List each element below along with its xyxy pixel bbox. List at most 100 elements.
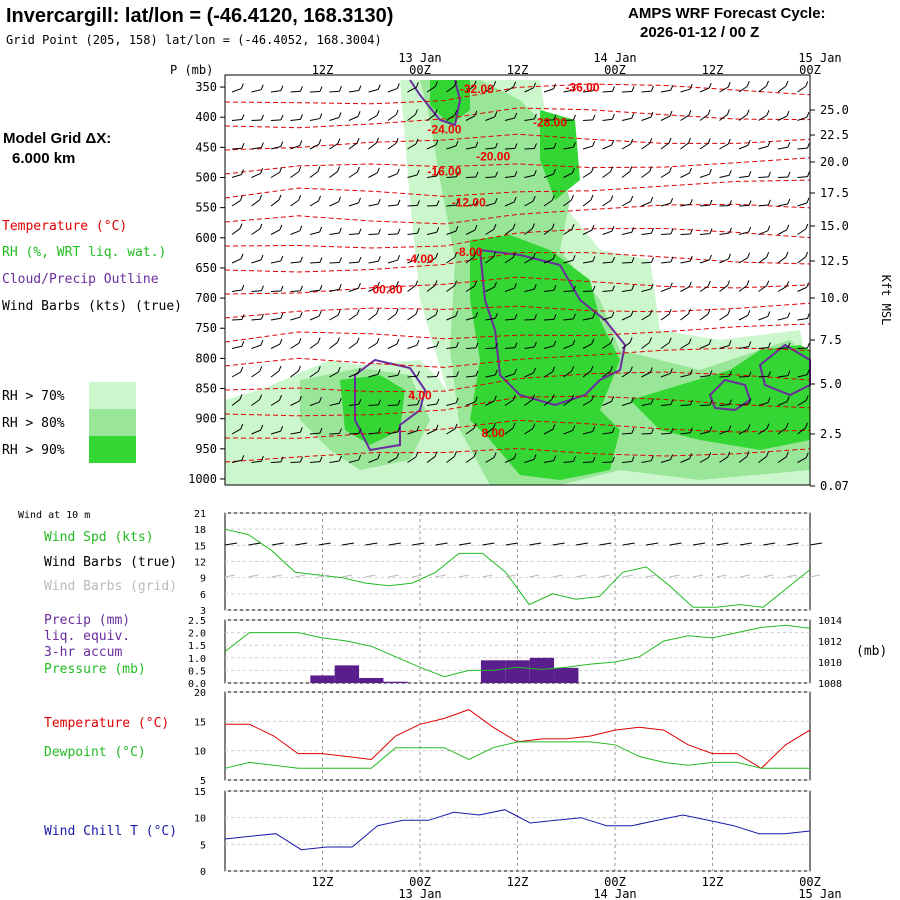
- wind-barb: [407, 258, 417, 264]
- wind-barb-flag: [377, 453, 381, 459]
- wind-barb: [621, 117, 632, 121]
- wind-barb-flag: [787, 198, 791, 205]
- wind-barb: [660, 342, 670, 349]
- wind-barb-flag: [358, 85, 362, 91]
- wind-barb: [738, 456, 748, 463]
- wind-barb-flag: [768, 371, 771, 377]
- wind-barb-flag: [629, 366, 633, 372]
- wind-barb: [485, 427, 494, 435]
- top-date-label: 14 Jan: [593, 51, 636, 65]
- wind-barb-flag: [279, 395, 282, 401]
- wind-barb: [251, 399, 260, 406]
- wind-barb-flag: [532, 195, 536, 202]
- wind-barb-flag: [338, 196, 342, 202]
- wind-barb-flag: [533, 113, 537, 120]
- wind-barb-flag: [241, 114, 245, 120]
- wind-barb-flag: [709, 228, 713, 234]
- wind-barb-flag: [532, 252, 536, 259]
- temperature-contour: [224, 323, 811, 343]
- wind-barb: [348, 90, 359, 93]
- wind-barb: [738, 346, 749, 349]
- wind-barb: [368, 89, 379, 93]
- wind-barb-flag: [377, 256, 381, 262]
- wind-barb: [660, 202, 671, 207]
- wind-barb: [758, 285, 767, 292]
- wind-barb: [465, 176, 477, 178]
- wind-barb-flag: [298, 166, 302, 172]
- wind-barb: [426, 257, 436, 264]
- wind-barb-flag: [494, 111, 498, 118]
- wind-barb-flag: [707, 138, 711, 144]
- wind-barb: [543, 147, 555, 150]
- wind-speed-panel: 3 6 9 12 15 18 21: [194, 509, 823, 617]
- panel-y-tick: 10: [194, 814, 206, 825]
- wind-barb: [699, 313, 709, 321]
- wind-barb: [543, 258, 554, 264]
- wind-barb-flag: [318, 195, 322, 202]
- temperature-contour: [224, 419, 811, 439]
- wind-barb-flag: [240, 423, 244, 430]
- wind-barb-flag: [767, 311, 771, 317]
- wind-barb-flag: [631, 397, 635, 403]
- wind-barb: [680, 404, 691, 406]
- wind-barb-flag: [787, 171, 791, 178]
- wind-barb-flag: [551, 394, 555, 400]
- wind-barb-flag: [494, 198, 498, 204]
- kft-tick-label: 2.5: [820, 427, 842, 441]
- wind-barb-flag: [337, 366, 341, 373]
- panel-y-tick: 3: [200, 606, 206, 617]
- wind-barb-flag: [495, 342, 498, 349]
- wind-barb: [602, 171, 611, 178]
- wind-barb: [738, 144, 749, 150]
- wind-barb: [231, 459, 242, 463]
- wind-barb: [426, 403, 437, 406]
- wind-barb: [680, 313, 689, 321]
- wind-barb-flag: [436, 341, 440, 347]
- wind-barb: [641, 201, 651, 207]
- wind-barb: [329, 116, 340, 121]
- wind-barb: [797, 256, 806, 264]
- panel-y-tick: 0: [200, 867, 206, 878]
- wind-barb: [719, 314, 729, 321]
- wind-barb: [270, 260, 281, 264]
- wind-barb-flag: [493, 395, 497, 401]
- bottom-time-label: 00Z: [604, 875, 626, 889]
- wind-barb: [563, 429, 574, 435]
- wind-barb: [465, 256, 475, 264]
- cloud-outline: [354, 358, 427, 452]
- wind-barb-flag: [553, 83, 556, 90]
- wind-barb-flag: [572, 425, 576, 431]
- wind-barb: [777, 456, 787, 463]
- wind-barb: [621, 432, 633, 435]
- wind-barb: [309, 261, 321, 264]
- wind-barb-flag: [454, 423, 458, 430]
- wind-barb-flag: [436, 170, 440, 177]
- bottom-date-label: 14 Jan: [593, 887, 636, 900]
- wind-barb-flag: [358, 428, 362, 434]
- cross-section-frame: [224, 74, 811, 486]
- wind-barb: [231, 228, 241, 235]
- wind-barb-flag: [319, 226, 323, 233]
- wind-barb: [231, 147, 243, 150]
- temperature-contour: [224, 203, 811, 225]
- wind-barb-flag: [670, 228, 674, 235]
- grid-wind-barb: [365, 574, 376, 578]
- wind-barb: [270, 343, 281, 349]
- wind-barb-flag: [668, 137, 672, 144]
- wind-barb: [407, 456, 417, 463]
- wind-barb-flag: [728, 340, 732, 346]
- wind-barb: [309, 315, 320, 321]
- wind-barb-flag: [397, 426, 401, 433]
- dewpoint-line: [224, 741, 810, 769]
- wind-barb-flag: [766, 423, 770, 429]
- wind-barb: [738, 314, 749, 321]
- wind-barb-flag: [746, 451, 750, 457]
- bottom-date-label: 15 Jan: [798, 887, 841, 900]
- wind-barb: [387, 313, 397, 321]
- bottom-time-label: 12Z: [507, 875, 529, 889]
- wind-barb-flag: [261, 285, 264, 291]
- wind-barb-flag: [748, 226, 752, 233]
- temperature-contour-label: -32.00: [460, 82, 494, 96]
- wind-barb-flag: [319, 257, 323, 263]
- wind-barb-flag: [611, 256, 615, 263]
